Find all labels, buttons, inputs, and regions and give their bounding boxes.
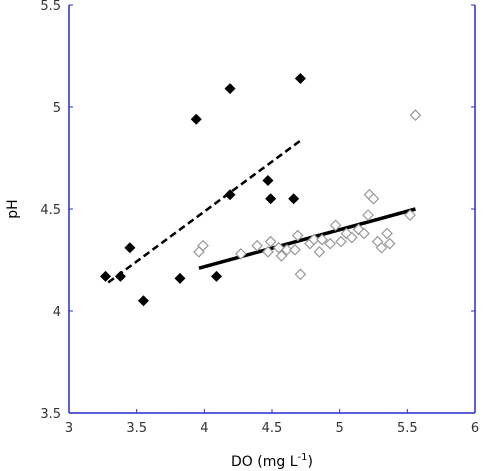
data-point-open-diamond [313,245,326,258]
data-points [100,72,422,307]
x-tick-label: 4.5 [262,421,283,436]
data-point-open-diamond [308,233,320,246]
data-point-open-diamond [264,235,277,248]
data-point-filled-diamond [224,83,236,95]
trend-line-dashed [107,138,303,284]
chart-ticks: 3 3.5 4 4.5 5 5.5 6 3.5 4 4.5 5 5.5 [40,0,479,436]
data-point-open-diamond [294,268,307,281]
x-tick-label: 6 [471,421,479,436]
x-tick-label: 3 [65,421,73,436]
data-point-open-diamond [362,209,374,221]
data-point-open-diamond [251,239,263,252]
x-tick-label: 5.5 [397,421,418,436]
data-point-open-diamond [289,243,301,256]
y-axis-title: pH [5,199,21,218]
data-point-filled-diamond [100,270,112,282]
trend-lines [107,138,416,284]
data-point-open-diamond [329,219,342,232]
data-point-filled-diamond [294,72,306,84]
data-point-open-diamond [275,250,288,262]
data-point-open-diamond [345,231,358,244]
data-point-open-diamond [404,209,416,221]
data-point-open-diamond [324,237,337,250]
x-axis-title-superscript: -1 [298,452,308,463]
data-point-open-diamond [272,241,285,254]
x-axis-title: DO (mg L-1) [231,452,313,470]
x-tick-label: 4 [200,421,208,436]
y-tick-label: 3.5 [40,407,61,422]
y-tick-label: 5 [53,101,61,116]
data-point-open-diamond [367,192,380,205]
data-point-filled-diamond [262,174,274,186]
data-point-open-diamond [335,235,347,248]
x-tick-label: 3.5 [126,421,147,436]
data-point-filled-diamond [288,193,300,205]
data-point-open-diamond [291,229,304,242]
y-tick-label: 5.5 [40,0,61,14]
data-point-filled-diamond [174,272,186,284]
x-axis-title-main: DO (mg L [231,454,298,470]
data-point-filled-diamond [211,270,223,282]
data-point-filled-diamond [114,270,126,282]
chart-labels: DO (mg L-1) pH [5,199,313,470]
data-point-filled-diamond [265,193,277,205]
data-point-filled-diamond [190,113,202,125]
data-point-open-diamond [235,248,247,260]
x-tick-label: 5 [336,421,344,436]
y-tick-label: 4.5 [40,203,61,218]
data-point-filled-diamond [124,242,136,254]
data-point-open-diamond [316,233,328,246]
data-point-open-diamond [197,239,209,252]
data-point-open-diamond [281,243,293,256]
data-point-open-diamond [381,227,393,240]
trend-line-solid [198,207,416,270]
y-tick-label: 4 [53,305,61,320]
data-point-open-diamond [409,109,422,122]
data-point-open-diamond [383,237,396,250]
data-point-filled-diamond [224,189,236,201]
data-point-open-diamond [358,227,370,240]
x-axis-title-suffix: ) [308,454,313,470]
data-point-filled-diamond [137,295,149,307]
data-point-open-diamond [262,245,274,258]
data-point-open-diamond [375,241,388,254]
